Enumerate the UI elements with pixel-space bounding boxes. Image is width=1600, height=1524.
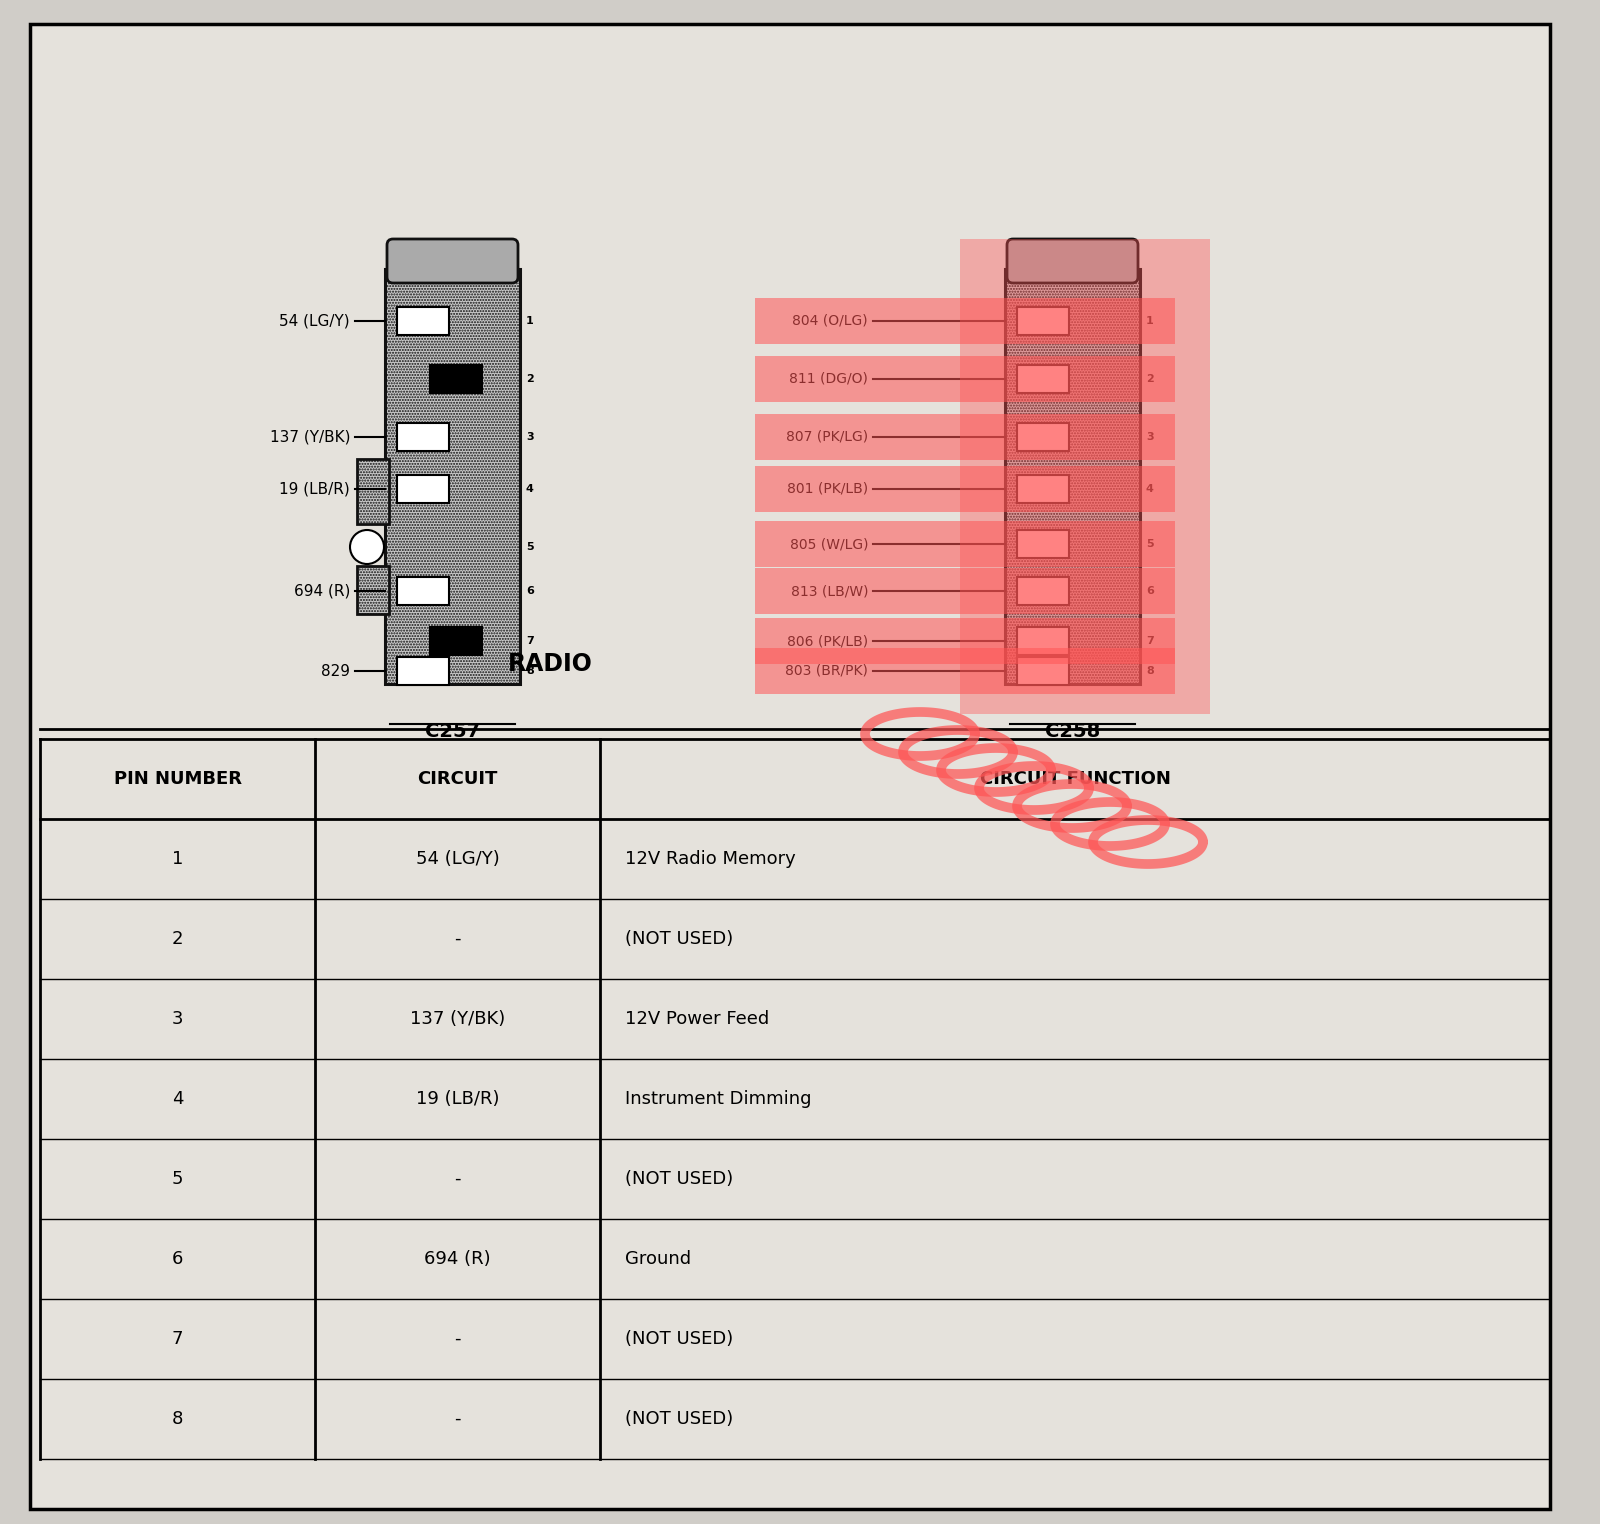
Bar <box>755 299 1174 344</box>
Text: 54 (LG/Y): 54 (LG/Y) <box>416 850 499 869</box>
Text: 805 (W/LG): 805 (W/LG) <box>789 536 869 552</box>
Text: 829: 829 <box>322 663 350 678</box>
Text: Ground: Ground <box>626 1250 691 1268</box>
Text: (NOT USED): (NOT USED) <box>626 1170 733 1189</box>
Text: 19 (LB/R): 19 (LB/R) <box>416 1090 499 1108</box>
Text: 804 (O/LG): 804 (O/LG) <box>792 314 869 328</box>
Text: 1: 1 <box>171 850 182 869</box>
Text: 1: 1 <box>526 315 534 326</box>
Text: 6: 6 <box>171 1250 182 1268</box>
Bar <box>755 415 1174 460</box>
Text: -: - <box>454 1410 461 1428</box>
Text: 137 (Y/BK): 137 (Y/BK) <box>269 430 350 445</box>
Text: (NOT USED): (NOT USED) <box>626 1410 733 1428</box>
Text: 2: 2 <box>526 373 534 384</box>
Bar <box>1018 530 1069 558</box>
Text: -: - <box>454 930 461 948</box>
Bar <box>1018 475 1069 503</box>
Text: 3: 3 <box>171 1010 184 1029</box>
Text: 3: 3 <box>1146 431 1154 442</box>
Text: CIRCUIT: CIRCUIT <box>418 770 498 788</box>
Text: (NOT USED): (NOT USED) <box>626 1330 733 1349</box>
FancyBboxPatch shape <box>1006 239 1138 283</box>
Bar <box>755 357 1174 402</box>
Text: 4: 4 <box>171 1090 184 1108</box>
Text: 3: 3 <box>526 431 534 442</box>
Bar <box>430 626 482 655</box>
Text: 2: 2 <box>1146 373 1154 384</box>
Text: 807 (PK/LG): 807 (PK/LG) <box>786 430 869 443</box>
Text: 7: 7 <box>526 636 534 646</box>
Bar <box>755 466 1174 512</box>
Circle shape <box>350 530 384 564</box>
Bar <box>755 521 1174 567</box>
Bar <box>386 270 520 684</box>
Text: 1: 1 <box>1146 315 1154 326</box>
Text: C257: C257 <box>426 722 480 741</box>
Bar <box>430 366 482 393</box>
Bar <box>397 306 450 335</box>
Text: PIN NUMBER: PIN NUMBER <box>114 770 242 788</box>
Text: RADIO: RADIO <box>507 652 592 677</box>
Text: 12V Radio Memory: 12V Radio Memory <box>626 850 795 869</box>
Bar <box>1018 657 1069 684</box>
Text: 12V Power Feed: 12V Power Feed <box>626 1010 770 1029</box>
Text: 803 (BR/PK): 803 (BR/PK) <box>786 664 869 678</box>
Text: 5: 5 <box>1146 539 1154 549</box>
Text: 811 (DG/O): 811 (DG/O) <box>789 372 869 386</box>
Bar <box>397 424 450 451</box>
Text: 5: 5 <box>171 1170 184 1189</box>
Text: 8: 8 <box>526 666 534 677</box>
Text: 54 (LG/Y): 54 (LG/Y) <box>280 314 350 329</box>
Text: 6: 6 <box>1146 587 1154 596</box>
Text: 4: 4 <box>526 485 534 494</box>
Text: 801 (PK/LB): 801 (PK/LB) <box>787 482 869 495</box>
FancyBboxPatch shape <box>387 239 518 283</box>
Text: 5: 5 <box>526 543 534 552</box>
Text: 7: 7 <box>171 1330 184 1349</box>
Bar <box>1018 424 1069 451</box>
Bar <box>755 619 1174 664</box>
Text: 7: 7 <box>1146 636 1154 646</box>
Text: 8: 8 <box>171 1410 182 1428</box>
Text: 694 (R): 694 (R) <box>424 1250 491 1268</box>
Bar <box>1018 578 1069 605</box>
Text: 813 (LB/W): 813 (LB/W) <box>790 584 869 597</box>
Text: -: - <box>454 1170 461 1189</box>
Bar <box>397 657 450 684</box>
Bar <box>755 568 1174 614</box>
Text: (NOT USED): (NOT USED) <box>626 930 733 948</box>
Bar <box>755 648 1174 693</box>
Bar <box>1018 626 1069 655</box>
Text: 806 (PK/LB): 806 (PK/LB) <box>787 634 869 648</box>
Text: Instrument Dimming: Instrument Dimming <box>626 1090 811 1108</box>
Text: 8: 8 <box>1146 666 1154 677</box>
Text: 2: 2 <box>171 930 184 948</box>
Bar <box>1018 306 1069 335</box>
Bar <box>960 239 1210 715</box>
Bar <box>357 565 389 614</box>
Text: CIRCUIT FUNCTION: CIRCUIT FUNCTION <box>979 770 1171 788</box>
Text: C258: C258 <box>1045 722 1101 741</box>
Text: 137 (Y/BK): 137 (Y/BK) <box>410 1010 506 1029</box>
Text: 4: 4 <box>1146 485 1154 494</box>
Bar <box>1005 270 1139 684</box>
Text: 19 (LB/R): 19 (LB/R) <box>280 482 350 497</box>
Text: 6: 6 <box>526 587 534 596</box>
Bar <box>1018 366 1069 393</box>
Bar <box>397 475 450 503</box>
Text: 694 (R): 694 (R) <box>294 584 350 599</box>
Bar <box>357 459 389 524</box>
Text: -: - <box>454 1330 461 1349</box>
Bar <box>397 578 450 605</box>
